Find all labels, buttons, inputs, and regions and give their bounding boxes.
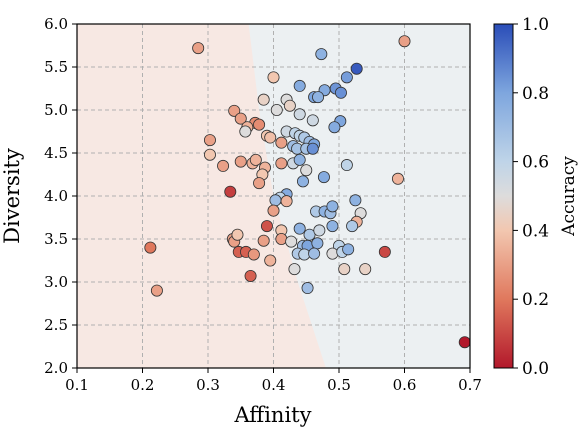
y-tick-label: 4.5 [44, 144, 68, 162]
data-point [150, 284, 163, 297]
y-tick-label: 5.5 [44, 58, 68, 76]
x-tick-label: 0.4 [262, 376, 286, 394]
data-point [257, 234, 270, 247]
y-tick-label: 4.0 [44, 187, 68, 205]
data-point [275, 232, 288, 245]
data-point [285, 235, 298, 248]
data-point [398, 35, 411, 48]
x-tick-label: 0.3 [196, 376, 220, 394]
data-point [283, 99, 296, 112]
y-tick-label: 2.0 [44, 359, 68, 377]
data-point [338, 263, 351, 276]
data-point [280, 195, 293, 208]
data-point [203, 148, 216, 161]
data-point [311, 237, 324, 250]
y-axis-label: Diversity [0, 148, 24, 244]
data-point [275, 157, 288, 170]
x-tick-label: 0.2 [131, 376, 155, 394]
data-point [350, 62, 363, 75]
data-point [244, 269, 257, 282]
data-point [458, 336, 470, 349]
data-point [217, 159, 230, 172]
data-point [340, 159, 353, 172]
data-point [249, 153, 262, 166]
data-point [349, 194, 362, 207]
data-point [269, 194, 282, 207]
data-point [293, 79, 306, 92]
data-point [312, 91, 325, 104]
data-point [234, 155, 247, 168]
data-point [315, 48, 328, 61]
data-points [144, 35, 470, 349]
data-point [264, 254, 277, 267]
colorbar-tick-label: 0.4 [522, 221, 549, 241]
colorbar-gradient [493, 23, 514, 369]
data-point [224, 185, 237, 198]
x-tick-label: 0.6 [393, 376, 417, 394]
background-region-low [77, 24, 326, 368]
colorbar: 0.0 0.2 0.4 0.6 0.8 1.0 Accuracy [493, 15, 579, 379]
data-point [192, 42, 205, 55]
colorbar-label: Accuracy [559, 156, 579, 237]
data-point [267, 71, 280, 84]
data-point [328, 121, 341, 134]
data-point [239, 125, 252, 138]
data-point [326, 200, 339, 213]
data-point [326, 220, 339, 233]
data-point [296, 175, 309, 188]
data-point [391, 172, 404, 185]
data-point [203, 134, 216, 147]
y-tick-label: 6.0 [44, 15, 68, 33]
data-point [306, 114, 319, 127]
data-point [359, 263, 372, 276]
x-tick-label: 0.1 [65, 376, 89, 394]
data-point [288, 263, 301, 276]
data-point [275, 136, 288, 149]
data-point [378, 245, 391, 258]
data-point [293, 153, 306, 166]
data-point [342, 243, 355, 256]
y-tick-label: 3.0 [44, 273, 68, 291]
data-point [267, 204, 280, 217]
x-axis-label: Affinity [234, 403, 312, 427]
data-point [334, 86, 347, 99]
colorbar-tick-label: 0.2 [522, 290, 549, 310]
colorbar-tick-label: 1.0 [522, 15, 549, 35]
data-point [293, 222, 306, 235]
y-tick-label: 2.5 [44, 316, 68, 334]
data-point [300, 164, 313, 177]
data-point [340, 71, 353, 84]
data-point [260, 220, 273, 233]
data-point [306, 142, 319, 155]
colorbar-tick-label: 0.6 [522, 153, 549, 173]
data-point [231, 228, 244, 241]
data-point [313, 224, 326, 237]
data-point [247, 248, 260, 261]
data-point [317, 171, 330, 184]
data-point [234, 112, 247, 125]
data-point [228, 104, 241, 117]
y-tick-label: 5.0 [44, 101, 68, 119]
x-tick-label: 0.7 [458, 376, 482, 394]
colorbar-ticks: 0.0 0.2 0.4 0.6 0.8 1.0 [513, 15, 549, 379]
data-point [253, 118, 266, 131]
x-axis-ticks: 0.1 0.2 0.3 0.4 0.5 0.6 0.7 [65, 368, 482, 394]
data-point [144, 241, 157, 254]
data-point [301, 282, 314, 295]
colorbar-tick-label: 0.8 [522, 84, 549, 104]
data-point [257, 93, 270, 106]
data-point [308, 247, 321, 260]
data-point [346, 220, 359, 233]
data-point [253, 177, 266, 190]
data-point [264, 131, 277, 144]
y-axis-ticks: 2.0 2.5 3.0 3.5 4.0 4.5 5.0 5.5 6.0 [44, 15, 77, 377]
x-tick-label: 0.5 [327, 376, 351, 394]
y-tick-label: 3.5 [44, 230, 68, 248]
colorbar-tick-label: 0.0 [522, 359, 549, 379]
data-point [293, 108, 306, 121]
data-point [326, 247, 339, 260]
data-point [270, 104, 283, 117]
